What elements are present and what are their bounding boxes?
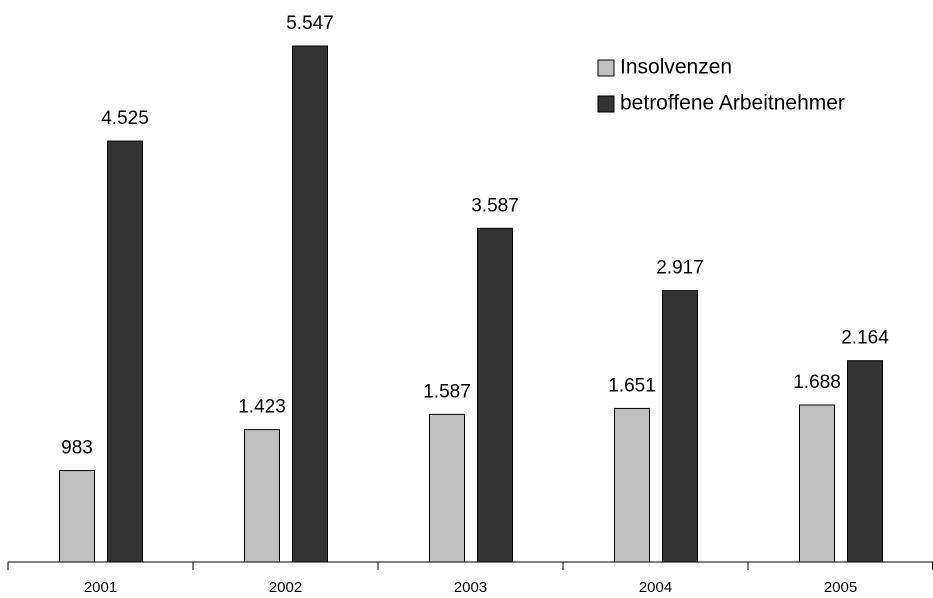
x-tick-label: 2003 <box>454 579 487 596</box>
legend-label: Insolvenzen <box>620 56 732 79</box>
value-label: 1.423 <box>238 397 286 418</box>
x-tick-label: 2004 <box>639 579 672 596</box>
legend-swatch <box>597 59 615 77</box>
bar <box>799 404 835 563</box>
value-label: 1.651 <box>608 375 656 396</box>
bar <box>614 407 650 563</box>
x-tick-label: 2002 <box>269 579 302 596</box>
bar <box>244 429 280 563</box>
x-tick-label: 2005 <box>824 579 857 596</box>
bar <box>477 227 513 563</box>
value-label: 1.587 <box>423 381 471 402</box>
bar <box>662 290 698 563</box>
value-label: 2.164 <box>841 328 889 349</box>
bar <box>847 360 883 563</box>
bar <box>107 140 143 563</box>
value-label: 983 <box>61 438 93 459</box>
bar <box>59 470 95 563</box>
value-label: 3.587 <box>471 195 519 216</box>
value-label: 1.688 <box>793 372 841 393</box>
bar <box>429 413 465 563</box>
value-label: 4.525 <box>101 108 149 129</box>
legend-label: betroffene Arbeitnehmer <box>620 92 845 115</box>
value-label: 5.547 <box>286 13 334 34</box>
value-label: 2.917 <box>656 258 704 279</box>
legend-swatch <box>597 95 615 113</box>
x-tick-label: 2001 <box>84 579 117 596</box>
bar <box>292 45 328 563</box>
